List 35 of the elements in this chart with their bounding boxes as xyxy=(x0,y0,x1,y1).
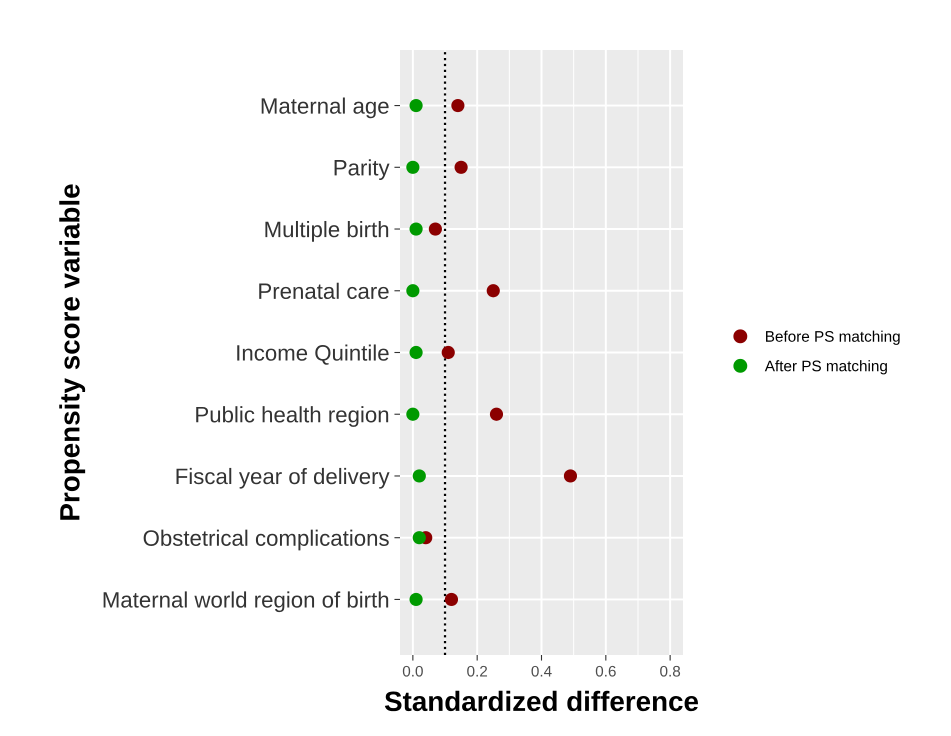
point xyxy=(451,98,464,112)
y-axis-title: Propensity score variable xyxy=(59,184,86,520)
point xyxy=(564,469,578,483)
y-tick-label: Multiple birth xyxy=(265,220,388,242)
y-tick-label: Obstetrical complications xyxy=(144,530,389,550)
y-tick-label: Income Quintile xyxy=(237,344,389,365)
y-tick-label: Prenatal care xyxy=(259,282,389,300)
y-tick-label: Public health region xyxy=(196,406,388,427)
point xyxy=(409,222,423,236)
point xyxy=(486,284,500,298)
point xyxy=(442,346,455,360)
y-tick-label: Fiscal year of delivery xyxy=(176,468,390,489)
point xyxy=(412,469,426,483)
point xyxy=(428,222,442,236)
point xyxy=(406,408,420,421)
y-tick-label: Maternal age xyxy=(262,98,389,118)
point xyxy=(406,160,420,174)
legend-label: Before PS matching xyxy=(766,330,900,345)
x-tick-label: 0.4 xyxy=(531,666,552,677)
x-tick-label: 0.6 xyxy=(596,666,616,677)
point xyxy=(444,592,458,606)
x-axis-title: Standardized difference xyxy=(384,690,698,712)
point xyxy=(409,346,423,360)
x-tick-label: 0.8 xyxy=(660,666,680,677)
legend-label: After PS matching xyxy=(764,360,887,374)
point xyxy=(406,284,420,298)
x-tick-label: 0.2 xyxy=(467,666,488,677)
point xyxy=(409,592,423,606)
point xyxy=(409,98,423,112)
point xyxy=(454,160,468,174)
point xyxy=(490,408,504,421)
y-tick-label: Parity xyxy=(334,159,390,180)
y-tick-label: Maternal world region of birth xyxy=(104,591,388,612)
x-tick-label: 0.0 xyxy=(402,666,423,677)
point xyxy=(412,531,426,544)
